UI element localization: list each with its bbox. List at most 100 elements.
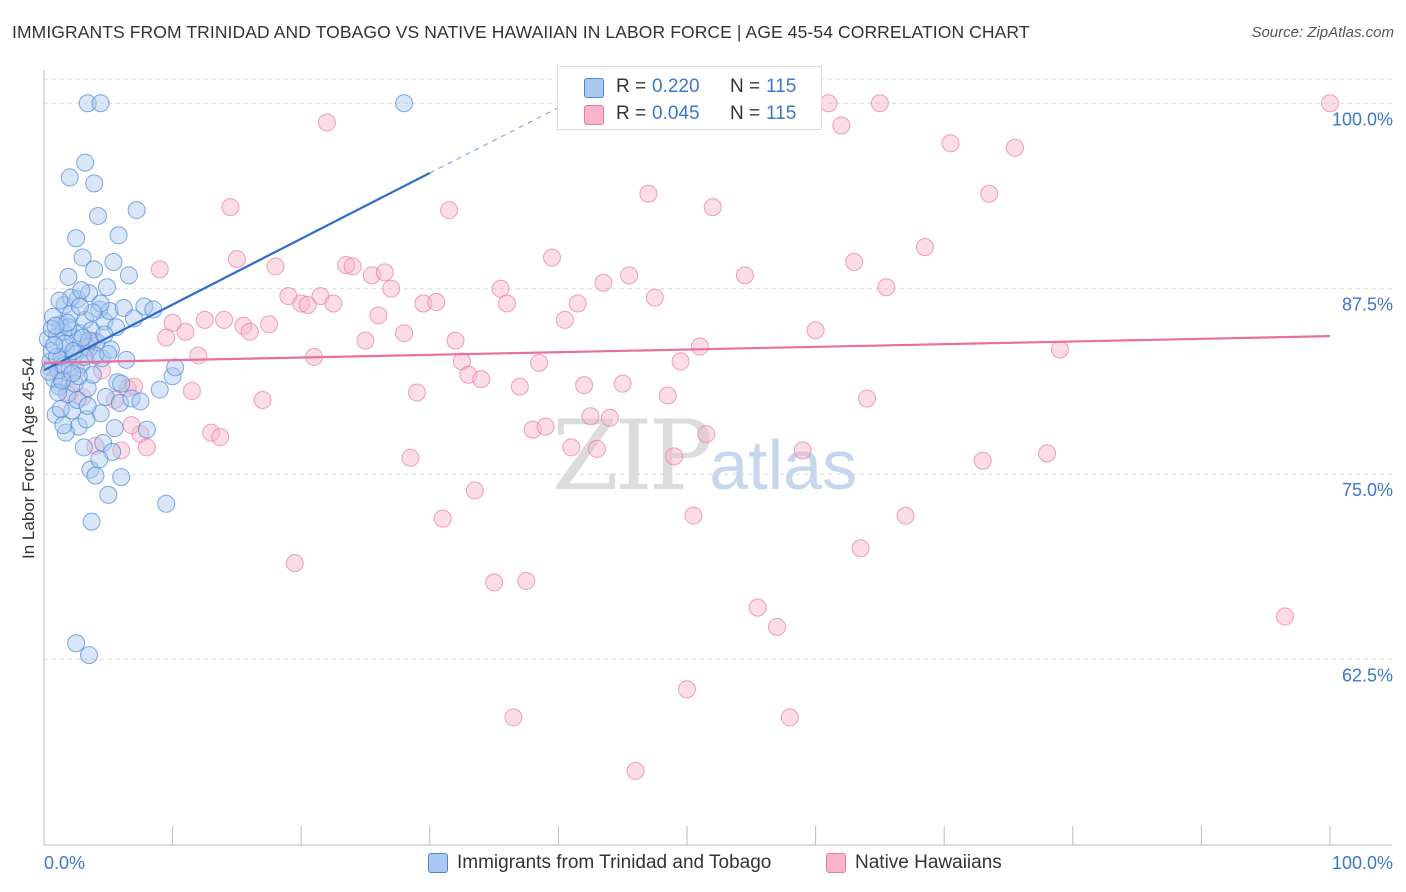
data-point: [446, 331, 465, 350]
data-point: [845, 252, 864, 271]
y-tick-label: 87.5%: [1342, 295, 1393, 315]
data-point: [941, 134, 960, 153]
data-point: [973, 451, 992, 470]
data-point: [73, 248, 92, 267]
data-point: [58, 313, 77, 332]
watermark-zip: ZIP: [552, 400, 713, 512]
data-point: [59, 267, 78, 286]
data-point: [530, 353, 549, 372]
data-point: [72, 281, 91, 300]
data-point: [600, 408, 619, 427]
r-value: 0.045: [652, 103, 700, 124]
data-point: [697, 425, 716, 444]
data-point: [510, 377, 529, 396]
n-value: 115: [766, 103, 797, 124]
data-point: [504, 708, 523, 727]
data-point: [395, 94, 414, 113]
x-tick-label-min: 0.0%: [44, 853, 85, 873]
data-point: [227, 250, 246, 269]
data-point: [45, 336, 64, 355]
data-point: [440, 201, 459, 220]
data-point: [74, 438, 93, 457]
data-point: [68, 290, 87, 309]
legend-swatch-trinidad: [428, 853, 448, 873]
data-point: [112, 374, 131, 393]
data-point: [555, 310, 574, 329]
data-point: [1005, 138, 1024, 157]
data-point: [78, 396, 97, 415]
data-point: [157, 494, 176, 513]
data-point: [71, 297, 90, 316]
legend-label: Immigrants from Trinidad and Tobago: [457, 852, 772, 873]
data-point: [260, 315, 279, 334]
data-point: [382, 279, 401, 298]
data-point: [877, 278, 896, 297]
data-point: [497, 294, 516, 313]
data-point: [150, 260, 169, 279]
data-point: [793, 441, 812, 460]
data-point: [980, 184, 999, 203]
data-point: [665, 447, 684, 466]
data-point: [63, 364, 82, 383]
data-point: [678, 680, 696, 699]
data-point: [587, 439, 606, 458]
data-point: [896, 506, 915, 525]
data-point: [858, 389, 877, 408]
data-point: [395, 324, 414, 343]
data-point: [86, 346, 105, 365]
stats-row-trinidad: R = 0.220 N = 115: [558, 73, 821, 101]
data-point: [50, 291, 69, 310]
r-label: R =: [616, 103, 647, 124]
data-point: [1321, 94, 1339, 113]
n-label: N =: [730, 76, 761, 97]
data-point: [80, 646, 99, 665]
data-point: [870, 94, 889, 113]
data-point: [620, 266, 639, 285]
data-point: [253, 390, 272, 409]
data-point: [1050, 340, 1069, 359]
data-point: [414, 294, 433, 313]
legend-swatch-hawaiian: [584, 105, 604, 125]
data-point: [266, 257, 285, 276]
data-point: [46, 405, 65, 424]
data-point: [166, 358, 185, 377]
trend-lines: [43, 107, 1331, 372]
data-point: [56, 423, 75, 442]
chart-title: IMMIGRANTS FROM TRINIDAD AND TOBAGO VS N…: [12, 22, 1030, 42]
data-point: [163, 313, 182, 332]
data-point: [109, 226, 128, 245]
data-point: [85, 174, 104, 193]
data-point: [671, 352, 690, 371]
axis-labels: 100.0% 87.5% 75.0% 62.5% 0.0% 100.0% In Labor …: [19, 109, 1393, 873]
data-point: [690, 337, 709, 356]
data-point: [104, 252, 123, 271]
data-point: [99, 485, 118, 504]
data-point: [626, 761, 645, 780]
data-point: [465, 481, 484, 500]
data-point: [137, 420, 156, 439]
data-point: [137, 438, 156, 457]
data-point: [189, 346, 208, 365]
data-point: [83, 365, 102, 384]
data-point: [369, 306, 388, 325]
data-point: [119, 266, 138, 285]
data-point: [99, 344, 118, 363]
data-point: [91, 94, 110, 113]
data-point: [684, 506, 703, 525]
legend-swatch-trinidad: [584, 78, 604, 98]
trend-line-trinidad: [43, 171, 431, 372]
data-point: [211, 428, 230, 447]
data-point: [51, 399, 70, 418]
x-tick-label-max: 100.0%: [1332, 853, 1393, 873]
data-point: [375, 263, 394, 282]
series-trinidad: [38, 94, 414, 665]
data-point: [110, 393, 129, 412]
data-point: [81, 460, 100, 479]
gridlines: [44, 78, 1392, 661]
source-label: Source: ZipAtlas.com: [1251, 24, 1394, 41]
data-point: [90, 450, 109, 469]
data-point: [536, 417, 555, 436]
data-point: [568, 294, 587, 313]
data-point: [703, 198, 722, 217]
data-point: [1038, 444, 1057, 463]
